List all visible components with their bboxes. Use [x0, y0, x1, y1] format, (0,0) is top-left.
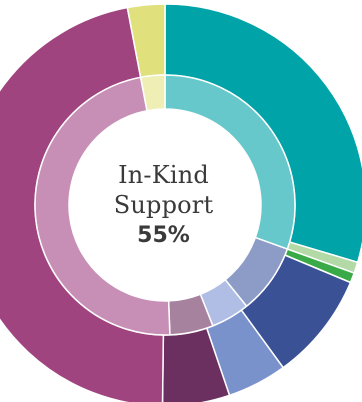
donut-hole — [69, 109, 261, 301]
center-label: In-Kind Support 55% — [91, 160, 236, 250]
center-title-line-2: Support — [113, 191, 214, 219]
center-value: 55% — [137, 223, 190, 248]
center-title-line-1: In-Kind — [118, 161, 209, 189]
